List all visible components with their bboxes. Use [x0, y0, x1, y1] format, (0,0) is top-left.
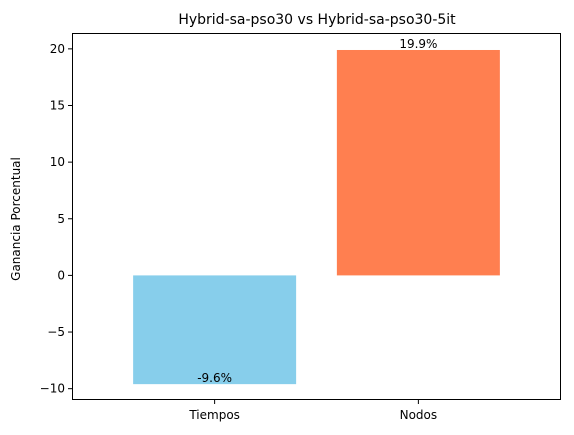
plot-frame [72, 33, 561, 400]
y-tick-label: −10 [40, 382, 65, 396]
y-tick-label: −5 [47, 325, 65, 339]
x-tick-label-tiempos: Tiempos [188, 408, 240, 422]
y-tick-label: 10 [50, 155, 65, 169]
chart-title: Hybrid-sa-pso30 vs Hybrid-sa-pso30-5it [178, 12, 456, 28]
x-tick-label-nodos: Nodos [400, 408, 438, 422]
y-tick-label: 20 [50, 42, 65, 56]
y-tick-label: 5 [57, 212, 65, 226]
y-axis-title: Ganancia Porcentual [9, 157, 23, 281]
data-label-nodos: 19.9% [399, 37, 437, 51]
x-axis: Tiempos Nodos [188, 400, 437, 422]
y-axis: −10 −5 0 5 10 15 20 [40, 42, 72, 396]
bars-group [133, 49, 500, 385]
data-label-tiempos: -9.6% [197, 371, 232, 385]
data-labels-group: -9.6% 19.9% [197, 37, 437, 385]
bar-tiempos [133, 275, 297, 385]
y-tick-label: 15 [50, 98, 65, 112]
y-tick-label: 0 [57, 268, 65, 282]
bar-nodos [336, 49, 500, 276]
